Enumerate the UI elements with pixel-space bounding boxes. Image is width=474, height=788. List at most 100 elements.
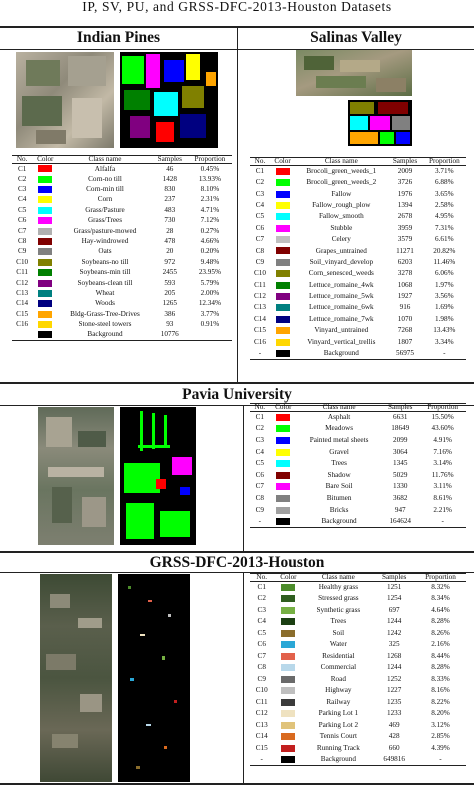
class-color-cell <box>32 268 58 278</box>
class-name: Fallow <box>331 189 352 198</box>
class-number: C3 <box>17 185 27 194</box>
class-number: C10 <box>253 269 266 278</box>
caption: IP, SV, PU, and GRSS-DFC-2013-Houston Da… <box>82 0 392 14</box>
class-name: Grapes_untrained <box>315 246 367 255</box>
class-number: C1 <box>17 164 27 173</box>
class-color-cell <box>273 616 303 628</box>
class-name: Bitumen <box>326 494 352 503</box>
class-proportion: 11.46% <box>433 257 456 266</box>
table-row: C1 Alfalfa 46 0.45% <box>12 164 232 174</box>
class-number: C10 <box>255 686 268 695</box>
class-proportion: 3.11% <box>433 482 452 491</box>
class-name: Bldg-Grass-Tree-Drives <box>70 309 140 318</box>
class-name: Vinyard_vertical_trellis <box>307 337 376 346</box>
class-samples: 56975 <box>387 347 423 360</box>
class-proportion: 3.14% <box>433 459 452 468</box>
class-color-cell <box>32 309 58 319</box>
class-color-swatch <box>276 414 291 422</box>
class-color-cell <box>270 435 297 447</box>
table-row: C7 Residential 1268 8.44% <box>250 651 466 663</box>
class-samples: 2099 <box>393 436 408 445</box>
class-samples: 7268 <box>397 326 413 335</box>
class-name: Corn_senesced_weeds <box>308 269 374 278</box>
class-proportion: 8.20% <box>431 709 450 718</box>
table-row: C13 Parking Lot 2 469 3.12% <box>250 720 466 732</box>
class-name: Grass/Pasture <box>85 205 125 214</box>
class-samples: 1227 <box>386 686 402 695</box>
class-samples: 660 <box>388 743 400 752</box>
class-color-cell <box>273 697 303 709</box>
class-proportion: 2.85% <box>431 732 450 741</box>
class-name: Vinyard_untrained <box>314 326 369 335</box>
col-color: Color <box>273 572 304 583</box>
col-no: No. <box>250 402 270 413</box>
table-row: C4 Corn 237 2.31% <box>12 195 232 205</box>
class-samples: 1807 <box>397 337 413 346</box>
class-color-cell <box>32 288 58 298</box>
class-samples: 1233 <box>386 709 402 718</box>
class-proportion: 5.79% <box>200 278 220 287</box>
table-row: C13 Lettuce_romaine_6wk 916 1.69% <box>250 302 466 313</box>
rule <box>0 551 474 553</box>
class-color-cell <box>270 302 295 313</box>
class-samples: 730 <box>164 216 176 225</box>
class-color-swatch <box>275 270 290 278</box>
class-color-swatch <box>38 269 53 277</box>
class-number: C8 <box>17 237 27 246</box>
class-proportion: 23.95% <box>198 268 221 277</box>
class-proportion: 8.10% <box>200 185 220 194</box>
sv-title: Salinas Valley <box>310 29 402 46</box>
class-color-swatch <box>281 606 296 614</box>
class-name: Lettuce_romaine_7wk <box>308 314 374 323</box>
class-samples: 1244 <box>386 617 402 626</box>
table-row: C11 Lettuce_romaine_4wk 1068 1.97% <box>250 280 466 291</box>
class-proportion: 4.64% <box>431 605 450 614</box>
class-color-swatch <box>275 224 290 232</box>
class-number: C9 <box>255 505 264 514</box>
table-row: C10 Soybeans-no till 972 9.48% <box>12 257 232 267</box>
class-proportion: 8.32% <box>431 583 450 592</box>
class-proportion: 3.12% <box>431 720 450 729</box>
table-row: Background 10776 <box>12 329 232 341</box>
class-samples: 46 <box>166 164 174 173</box>
class-color-cell <box>32 226 58 236</box>
class-color-cell <box>32 320 58 330</box>
class-name: Parking Lot 2 <box>318 720 359 729</box>
class-color-cell <box>32 184 58 194</box>
class-name: Corn-no till <box>88 174 122 183</box>
class-color-cell <box>270 211 295 222</box>
class-name: Background <box>303 754 374 767</box>
class-samples: 1268 <box>386 651 402 660</box>
class-name: Wheat <box>95 288 115 297</box>
col-proportion: Proportion <box>419 402 466 413</box>
table-row: C14 Woods 1265 12.34% <box>12 299 232 309</box>
class-color-cell <box>270 412 297 424</box>
table-row: C8 Bitumen 3682 8.61% <box>250 493 466 505</box>
class-samples: 649816 <box>373 754 415 767</box>
class-color-swatch <box>276 460 291 468</box>
class-proportion: 7.12% <box>200 216 220 225</box>
table-row: C7 Celery 3579 6.61% <box>250 234 466 245</box>
class-number: C3 <box>255 189 265 198</box>
class-name: Stubble <box>330 223 353 232</box>
class-number: C5 <box>17 205 27 214</box>
class-color-swatch <box>281 664 296 672</box>
class-samples: 697 <box>388 605 400 614</box>
class-color-swatch <box>38 196 53 204</box>
class-color-cell <box>273 593 303 605</box>
class-color-swatch <box>281 675 296 683</box>
class-proportion: 3.65% <box>435 189 454 198</box>
class-color-swatch <box>38 300 53 308</box>
col-class: Class name <box>295 156 388 167</box>
class-name: Grass/Trees <box>87 216 123 225</box>
class-proportion: 8.33% <box>431 674 450 683</box>
table-row: C14 Tennis Court 428 2.85% <box>250 731 466 743</box>
class-proportion: 0.27% <box>200 226 220 235</box>
table-row: C10 Highway 1227 8.16% <box>250 685 466 697</box>
col-color: Color <box>269 156 296 167</box>
class-number: C8 <box>257 663 266 672</box>
class-number: C4 <box>257 617 266 626</box>
class-samples: 1251 <box>386 583 402 592</box>
hou-class-table: No. Color Class name Samples Proportion … <box>250 572 466 767</box>
class-color-cell <box>273 754 304 767</box>
